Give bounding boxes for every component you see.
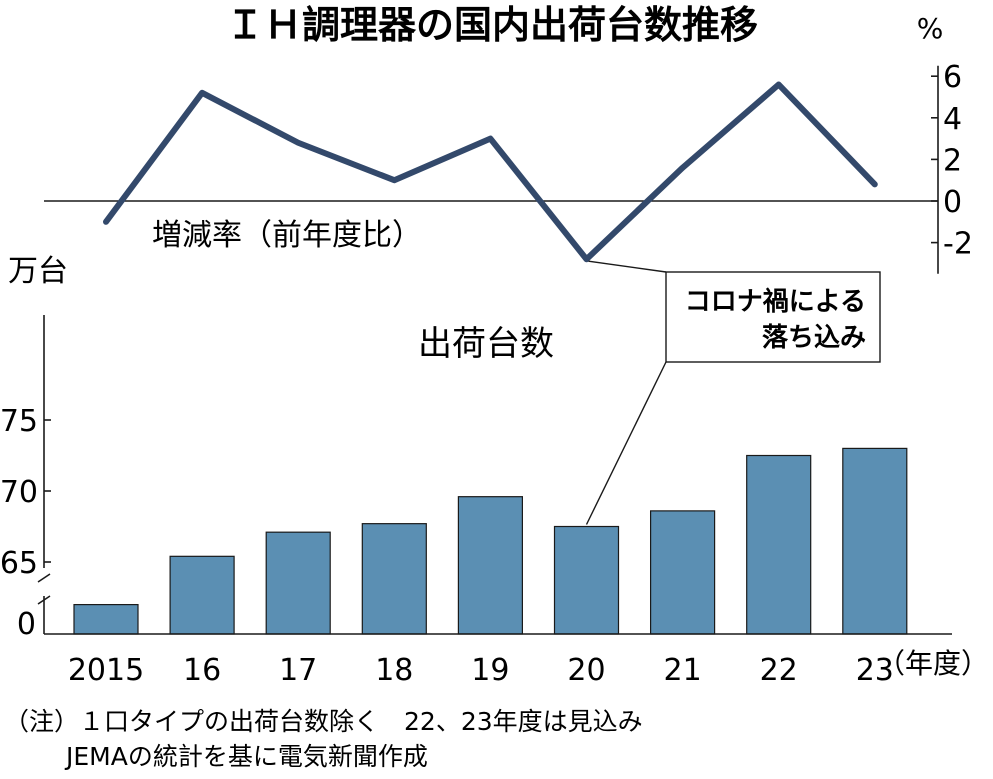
line-y-tick-label: 4 bbox=[943, 102, 962, 137]
line-y-tick-label: 0 bbox=[943, 185, 962, 220]
x-axis: 2015 16 17 18 19 20 21 22 23（年度） bbox=[44, 633, 989, 688]
x-tick-label: 23 bbox=[856, 653, 894, 688]
x-tick-label: 16 bbox=[183, 653, 221, 688]
x-axis-unit: （年度） bbox=[877, 647, 989, 680]
bar-23 bbox=[842, 447, 908, 635]
bar-17 bbox=[265, 531, 331, 635]
line-y-tick-label: 2 bbox=[943, 143, 962, 178]
bars bbox=[73, 447, 908, 635]
x-tick-label: 21 bbox=[664, 653, 702, 688]
bar-21 bbox=[649, 510, 716, 635]
footnote: JEMAの統計を基に電気新聞作成 bbox=[64, 742, 428, 771]
axis-break-mark bbox=[37, 595, 51, 605]
x-tick-label: 19 bbox=[471, 653, 509, 688]
x-tick-label: 17 bbox=[279, 653, 317, 688]
line-unit-label: % bbox=[917, 12, 944, 45]
axis-break-mark bbox=[37, 573, 51, 583]
x-tick-label: 22 bbox=[760, 653, 798, 688]
x-tick-label: 18 bbox=[375, 653, 413, 688]
bar-unit-label: 万台 bbox=[8, 254, 68, 289]
bar-19 bbox=[457, 496, 523, 635]
annotation-callout: コロナ禍による 落ち込み bbox=[585, 260, 881, 525]
x-tick-label: 2015 bbox=[68, 653, 144, 688]
bar-22 bbox=[746, 454, 812, 635]
x-tick-label: 20 bbox=[567, 653, 605, 688]
annotation-box bbox=[665, 271, 881, 363]
annotation-leader-line bbox=[588, 260, 667, 273]
bar-2015 bbox=[73, 603, 139, 635]
line-y-tick-label: 6 bbox=[943, 60, 962, 95]
line-points bbox=[105, 84, 875, 260]
annotation-text: 落ち込み bbox=[762, 323, 866, 353]
annotation-text: コロナ禍による bbox=[685, 287, 866, 317]
bar-y-zero-label: 0 bbox=[17, 607, 36, 642]
bar-20 bbox=[553, 525, 620, 635]
bar-y-tick-label: 65 bbox=[0, 546, 38, 581]
bar-series-label: 出荷台数 bbox=[418, 324, 554, 364]
bar-16 bbox=[169, 555, 235, 635]
line-series-label: 増減率（前年度比） bbox=[152, 218, 422, 253]
footnote: （注）１口タイプの出荷台数除く 22、23年度は見込み bbox=[4, 707, 643, 736]
annotation-leader-line bbox=[585, 361, 667, 525]
bar-18 bbox=[361, 523, 427, 635]
bar-y-axis: 75 70 65 0 bbox=[0, 315, 51, 642]
bar-y-tick-label: 70 bbox=[0, 475, 38, 510]
chart-title: ＩＨ調理器の国内出荷台数推移 bbox=[226, 3, 758, 47]
line-y-tick-label: -2 bbox=[943, 227, 973, 262]
bar-y-tick-label: 75 bbox=[0, 404, 38, 439]
line-y-axis: 6 4 2 0 -2 bbox=[931, 60, 973, 274]
